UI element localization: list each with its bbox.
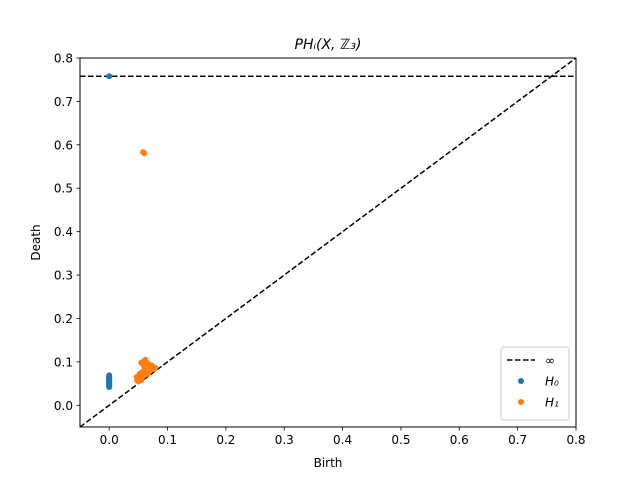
data-point	[146, 367, 153, 374]
diagonal-line	[80, 58, 576, 427]
x-axis-label: Birth	[314, 456, 343, 470]
legend-label-h1: H₁	[545, 396, 559, 410]
x-tick-label: 0.1	[158, 433, 177, 447]
axes-frame	[79, 57, 577, 428]
series-1	[133, 149, 159, 385]
x-tick-label: 0.0	[100, 433, 119, 447]
x-tick-label: 0.6	[450, 433, 469, 447]
series-0	[106, 73, 113, 391]
y-tick-label: 0.1	[54, 355, 73, 369]
x-tick-label: 0.3	[275, 433, 294, 447]
x-tick-label: 0.2	[216, 433, 235, 447]
y-tick-label: 0.6	[54, 138, 73, 152]
data-point	[135, 378, 142, 385]
data-point	[106, 73, 113, 80]
data-point	[152, 364, 159, 371]
y-tick-label: 0.8	[54, 52, 73, 66]
legend-swatch-h0	[518, 378, 524, 384]
data-point	[144, 359, 151, 366]
y-tick-label: 0.5	[54, 182, 73, 196]
plot-area	[80, 58, 576, 427]
legend-label-infinity: ∞	[545, 354, 555, 368]
legend-label-h0: H₀	[545, 375, 559, 389]
legend-box	[500, 346, 570, 421]
data-point	[140, 373, 147, 380]
x-tick-label: 0.8	[566, 433, 585, 447]
y-tick-label: 0.3	[54, 269, 73, 283]
y-tick-label: 0.7	[54, 95, 73, 109]
tick-layer: 0.0 0.1 0.2 0.3 0.4 0.5 0.6 0.7 0.8 0.0 0.1 0.2 0.3 0…	[54, 52, 586, 448]
legend: ∞ H₀ H₁	[500, 346, 570, 421]
data-point	[106, 384, 113, 391]
x-tick-label: 0.5	[391, 433, 410, 447]
x-tick-label: 0.7	[508, 433, 527, 447]
y-axis-label: Death	[29, 224, 43, 260]
y-tick-label: 0.0	[54, 399, 73, 413]
chart-title: PHᵢ(X, ℤ₃)	[295, 37, 362, 53]
y-tick-label: 0.4	[54, 225, 73, 239]
legend-swatch-h1	[518, 399, 524, 405]
y-tick-label: 0.2	[54, 312, 73, 326]
x-tick-label: 0.4	[333, 433, 352, 447]
data-point	[141, 150, 148, 157]
